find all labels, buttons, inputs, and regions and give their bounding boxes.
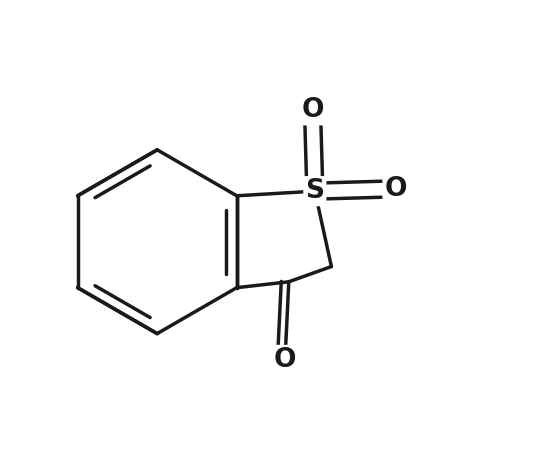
Text: O: O (384, 176, 407, 202)
Text: O: O (274, 347, 296, 373)
Text: O: O (301, 97, 324, 123)
Text: S: S (305, 178, 325, 204)
